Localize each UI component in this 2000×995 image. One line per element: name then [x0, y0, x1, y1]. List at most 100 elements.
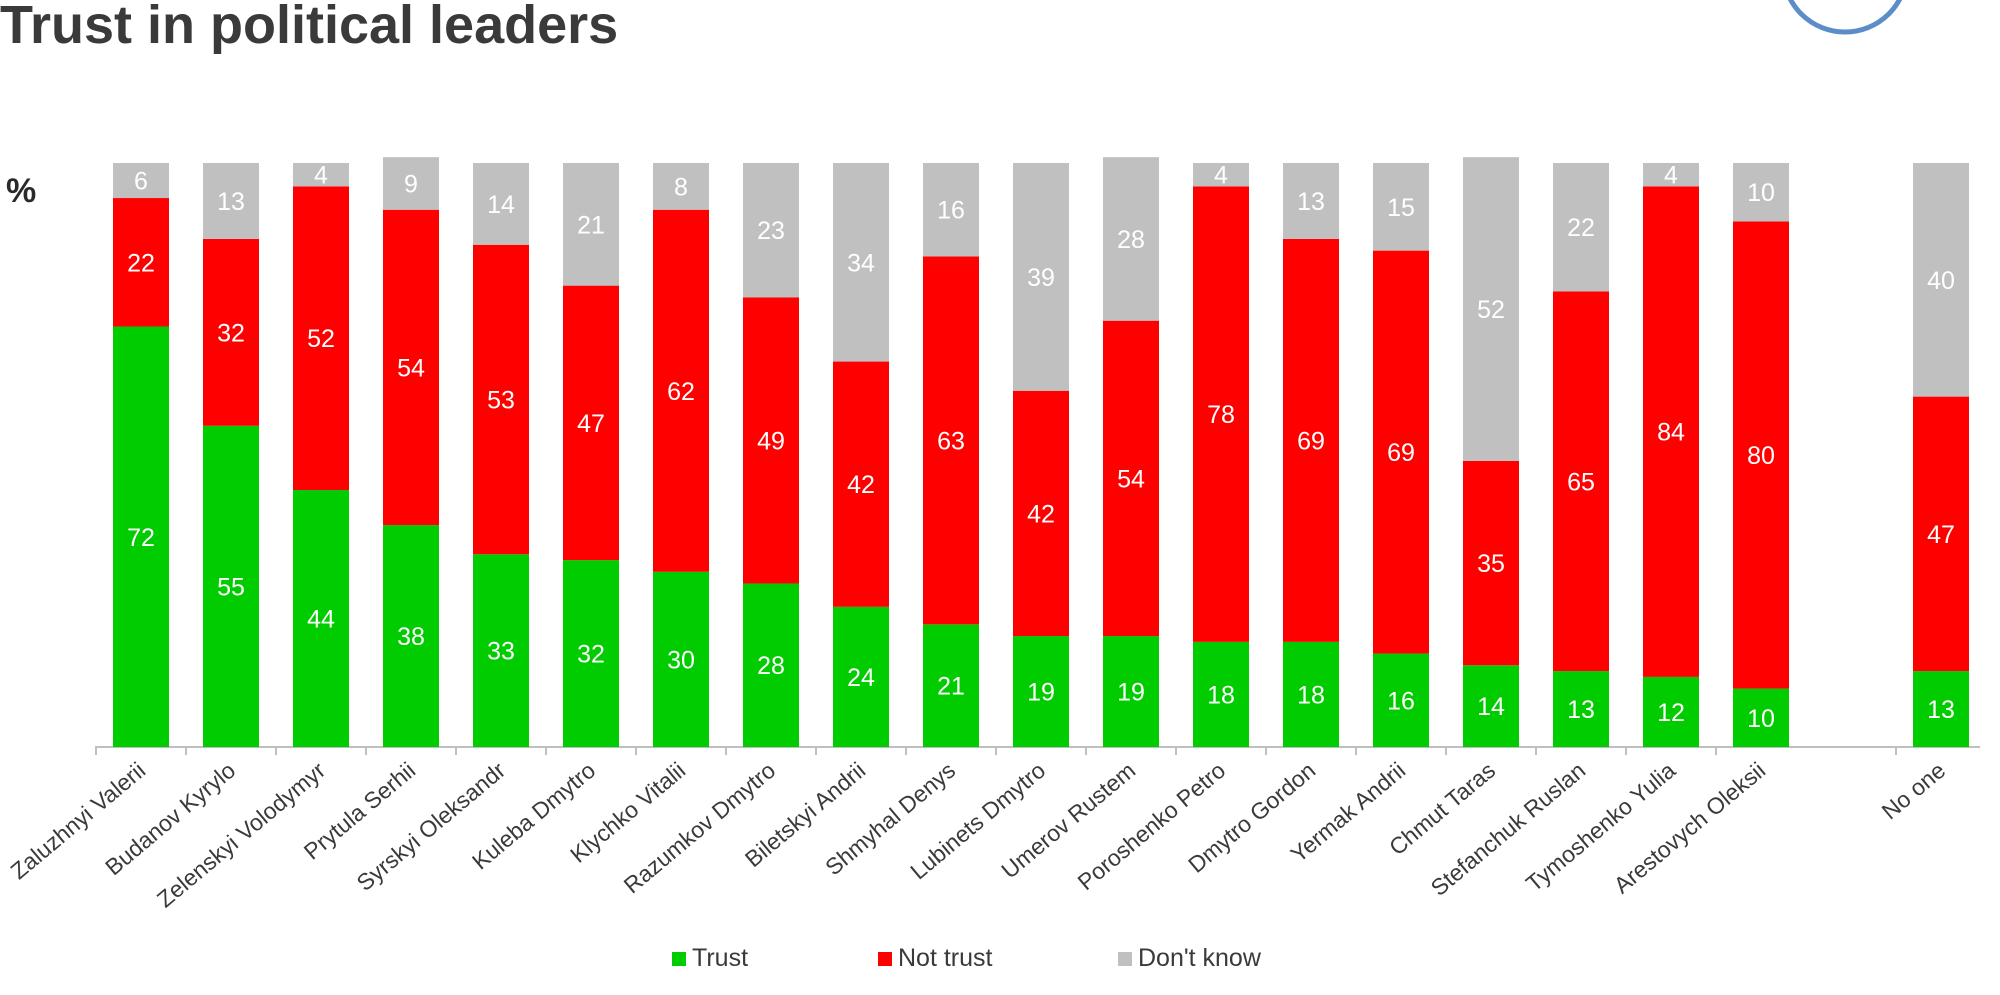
data-label-trust-8: 24 — [847, 664, 875, 692]
bar-dont-know-7 — [743, 163, 799, 298]
bar-not-trust-4 — [473, 244, 529, 555]
bar-trust-13 — [1283, 641, 1339, 747]
data-label-not-trust-1: 32 — [217, 319, 245, 347]
legend-item-dont-know: Don't know — [1118, 944, 1261, 973]
bar-not-trust-6 — [653, 209, 709, 572]
bar-dont-know-16 — [1553, 163, 1609, 292]
data-label-dont-know-5: 21 — [577, 211, 605, 239]
data-label-trust-1: 55 — [217, 573, 245, 601]
bar-dont-know-5 — [563, 163, 619, 286]
legend-swatch-not-trust — [878, 951, 892, 966]
data-label-dont-know-10: 39 — [1027, 264, 1055, 292]
bar-trust-6 — [653, 571, 709, 747]
legend-label-not-trust: Not trust — [898, 944, 993, 972]
bar-dont-know-14 — [1373, 163, 1429, 251]
data-label-not-trust-8: 42 — [847, 471, 875, 499]
data-label-dont-know-7: 23 — [757, 217, 785, 245]
bar-trust-8 — [833, 606, 889, 747]
bar-dont-know-4 — [473, 163, 529, 245]
bar-not-trust-15 — [1463, 460, 1519, 666]
legend-label-trust: Trust — [692, 944, 749, 972]
data-label-not-trust-18: 80 — [1747, 442, 1775, 470]
bar-dont-know-10 — [1013, 163, 1069, 391]
bar-dont-know-8 — [833, 163, 889, 362]
legend-swatch-trust — [672, 951, 686, 966]
bar-trust-11 — [1103, 636, 1159, 747]
bar-not-trust-10 — [1013, 390, 1069, 637]
bar-dont-know-12 — [1193, 163, 1249, 187]
bar-trust-9 — [923, 624, 979, 747]
data-label-trust-14: 16 — [1387, 687, 1415, 715]
bar-dont-know-6 — [653, 163, 709, 210]
bar-trust-16 — [1553, 671, 1609, 747]
bar-trust-15 — [1463, 665, 1519, 747]
bar-dont-know-2 — [293, 163, 349, 187]
bar-trust-2 — [293, 490, 349, 747]
data-label-trust-19: 13 — [1927, 696, 1955, 724]
category-label-19: No one — [1877, 757, 1951, 825]
legend-item-trust: Trust — [672, 944, 878, 973]
data-label-trust-2: 44 — [307, 606, 335, 634]
bar-not-trust-19 — [1913, 396, 1969, 672]
data-label-trust-16: 13 — [1567, 696, 1595, 724]
bar-trust-19 — [1913, 671, 1969, 747]
data-label-trust-4: 33 — [487, 638, 515, 666]
data-label-not-trust-15: 35 — [1477, 550, 1505, 578]
bar-dont-know-0 — [113, 163, 169, 199]
y-axis-unit-label: % — [6, 172, 37, 210]
bar-not-trust-13 — [1283, 238, 1339, 642]
data-label-trust-7: 28 — [757, 652, 785, 680]
bar-trust-12 — [1193, 641, 1249, 747]
data-label-trust-11: 19 — [1117, 679, 1145, 707]
data-label-trust-15: 14 — [1477, 693, 1505, 721]
data-label-not-trust-11: 54 — [1117, 465, 1145, 493]
bar-not-trust-17 — [1643, 186, 1699, 677]
category-label-4: Syrskyi Oleksandr — [352, 757, 511, 896]
bar-dont-know-3 — [383, 157, 439, 210]
bar-dont-know-1 — [203, 163, 259, 239]
bar-not-trust-5 — [563, 285, 619, 561]
bar-trust-1 — [203, 425, 259, 747]
data-label-dont-know-6: 8 — [674, 173, 688, 201]
chart-legend: Trust Not trust Don't know — [672, 944, 1261, 973]
data-label-not-trust-12: 78 — [1207, 401, 1235, 429]
data-label-trust-9: 21 — [937, 673, 965, 701]
bar-dont-know-15 — [1463, 157, 1519, 461]
data-label-not-trust-17: 84 — [1657, 419, 1685, 447]
chart-title: Trust in political leaders — [0, 0, 619, 55]
bar-trust-3 — [383, 525, 439, 747]
data-label-dont-know-12: 4 — [1214, 162, 1228, 190]
data-label-not-trust-4: 53 — [487, 387, 515, 415]
bar-not-trust-16 — [1553, 291, 1609, 672]
bar-not-trust-2 — [293, 186, 349, 491]
data-label-trust-3: 38 — [397, 623, 425, 651]
data-label-trust-12: 18 — [1207, 681, 1235, 709]
legend-item-not-trust: Not trust — [878, 944, 1118, 973]
bar-trust-5 — [563, 560, 619, 747]
data-label-trust-18: 10 — [1747, 705, 1775, 733]
data-label-dont-know-2: 4 — [314, 162, 328, 190]
category-label-18: Arestovych Oleksii — [1609, 757, 1771, 899]
bar-not-trust-11 — [1103, 320, 1159, 637]
bar-not-trust-7 — [743, 297, 799, 584]
category-label-7: Razumkov Dmytro — [619, 757, 781, 899]
data-label-dont-know-1: 13 — [217, 188, 245, 216]
data-label-not-trust-19: 47 — [1927, 521, 1955, 549]
data-label-dont-know-17: 4 — [1664, 162, 1678, 190]
data-label-dont-know-14: 15 — [1387, 194, 1415, 222]
bar-not-trust-0 — [113, 198, 169, 327]
bar-trust-7 — [743, 583, 799, 747]
data-label-dont-know-19: 40 — [1927, 267, 1955, 295]
bar-dont-know-18 — [1733, 163, 1789, 222]
organization-logo — [1787, 0, 1903, 35]
bar-trust-18 — [1733, 688, 1789, 747]
data-label-trust-17: 12 — [1657, 699, 1685, 727]
data-label-trust-6: 30 — [667, 646, 695, 674]
data-label-dont-know-18: 10 — [1747, 179, 1775, 207]
data-label-not-trust-3: 54 — [397, 354, 425, 382]
bar-dont-know-11 — [1103, 157, 1159, 321]
bar-not-trust-14 — [1373, 250, 1429, 654]
data-label-not-trust-6: 62 — [667, 378, 695, 406]
category-label-12: Poroshenko Petro — [1072, 757, 1230, 895]
bar-dont-know-17 — [1643, 163, 1699, 187]
